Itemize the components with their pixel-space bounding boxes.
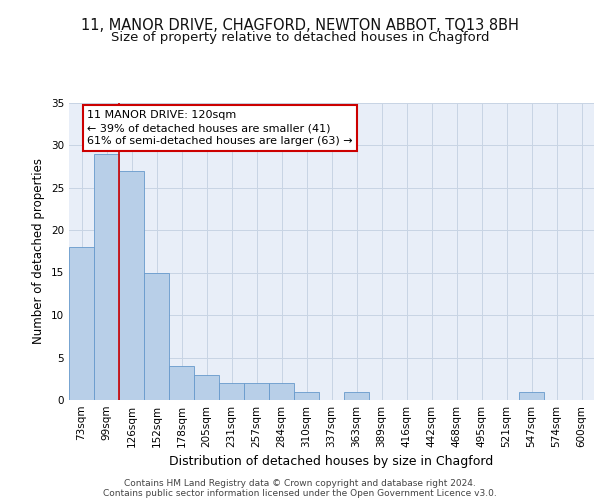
Bar bbox=[294, 392, 319, 400]
Bar bbox=[69, 247, 94, 400]
Bar bbox=[169, 366, 194, 400]
Bar bbox=[519, 392, 544, 400]
Y-axis label: Number of detached properties: Number of detached properties bbox=[32, 158, 46, 344]
Text: 11 MANOR DRIVE: 120sqm
← 39% of detached houses are smaller (41)
61% of semi-det: 11 MANOR DRIVE: 120sqm ← 39% of detached… bbox=[88, 110, 353, 146]
X-axis label: Distribution of detached houses by size in Chagford: Distribution of detached houses by size … bbox=[169, 456, 494, 468]
Text: Contains HM Land Registry data © Crown copyright and database right 2024.: Contains HM Land Registry data © Crown c… bbox=[124, 478, 476, 488]
Bar bbox=[244, 383, 269, 400]
Bar bbox=[219, 383, 244, 400]
Bar bbox=[269, 383, 294, 400]
Bar bbox=[144, 272, 169, 400]
Bar bbox=[194, 374, 219, 400]
Text: 11, MANOR DRIVE, CHAGFORD, NEWTON ABBOT, TQ13 8BH: 11, MANOR DRIVE, CHAGFORD, NEWTON ABBOT,… bbox=[81, 18, 519, 32]
Bar bbox=[119, 170, 144, 400]
Text: Contains public sector information licensed under the Open Government Licence v3: Contains public sector information licen… bbox=[103, 488, 497, 498]
Bar bbox=[94, 154, 119, 400]
Bar bbox=[344, 392, 369, 400]
Text: Size of property relative to detached houses in Chagford: Size of property relative to detached ho… bbox=[111, 31, 489, 44]
